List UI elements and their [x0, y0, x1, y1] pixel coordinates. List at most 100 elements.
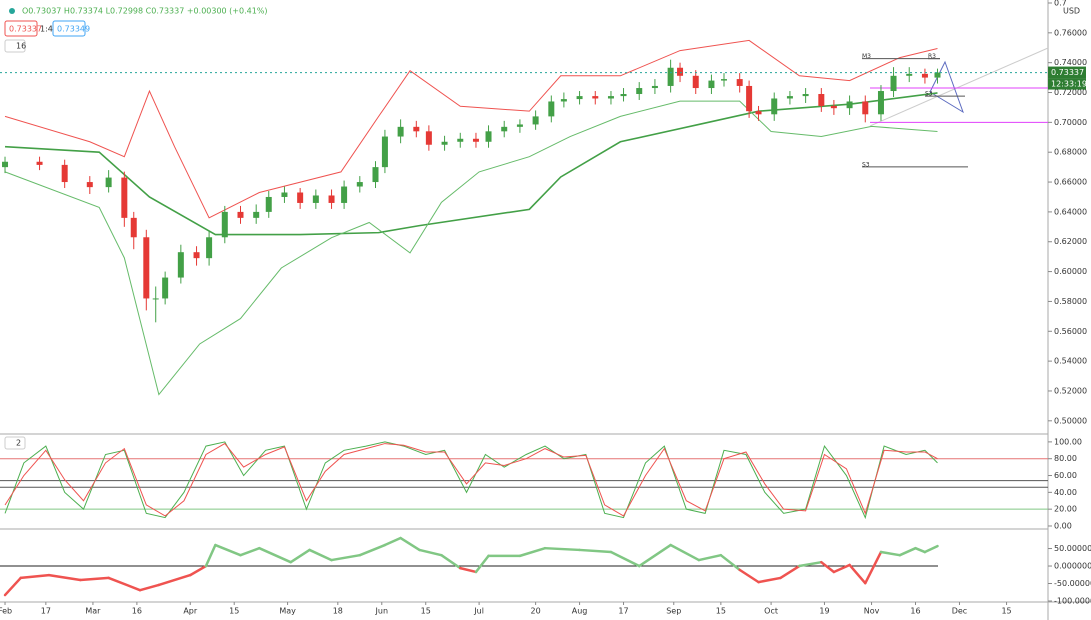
pivot-label: S3: [925, 91, 933, 98]
candle-body: [736, 79, 743, 86]
indicator-line: [4, 39, 938, 219]
ask-box[interactable]: [52, 20, 86, 37]
candle-body: [786, 96, 793, 99]
candle-body: [607, 96, 614, 99]
momentum-segment: [518, 546, 547, 558]
pivot-label: R3: [928, 53, 936, 60]
candle-body: [86, 182, 93, 188]
x-tick-label: 15: [1001, 607, 1011, 616]
countdown-label: 12:33:19: [1051, 80, 1087, 89]
candle-body: [802, 94, 809, 97]
x-tick-label: Apr: [183, 607, 198, 616]
momentum-segment: [637, 543, 672, 568]
ratio: 1:4: [40, 25, 53, 34]
momentum-segment: [138, 583, 161, 592]
candle-body: [297, 192, 304, 203]
candle-body: [193, 252, 200, 259]
momentum-segment: [308, 548, 333, 562]
candle-body: [36, 161, 43, 165]
momentum-segment: [107, 576, 142, 592]
candle-body: [667, 67, 674, 86]
x-tick-label: 16: [910, 607, 920, 616]
x-tick-label: 16: [132, 607, 142, 616]
candle-body: [121, 177, 128, 218]
y-tick-label: 0.58000: [1054, 297, 1087, 306]
y-tick-label: 0.62000: [1054, 237, 1087, 246]
momentum-segment: [3, 576, 22, 597]
candle-body: [152, 298, 159, 300]
oscillator-box[interactable]: [4, 436, 26, 450]
momentum-segment: [474, 554, 490, 574]
bid-box[interactable]: [4, 20, 38, 37]
momentum-segment: [440, 553, 462, 570]
candle-body: [61, 164, 68, 183]
momentum-segment: [738, 568, 760, 584]
candle-body: [501, 126, 508, 132]
momentum-segment: [418, 548, 443, 557]
indicator-line: [4, 92, 938, 236]
candle-body: [934, 72, 941, 78]
trend-line: [869, 47, 1049, 127]
x-tick-label: Jun: [375, 607, 389, 616]
y-tick-label: 0.7: [1054, 0, 1067, 7]
candle-body: [651, 85, 658, 89]
y-tick-label: 60.00: [1054, 471, 1077, 480]
candle-body: [162, 277, 169, 299]
momentum-segment: [383, 536, 402, 547]
momentum-segment: [214, 543, 242, 557]
oscillator-label: 2: [16, 439, 21, 448]
candle-body: [846, 101, 853, 109]
candle-body: [746, 85, 753, 112]
momentum-segment: [459, 566, 478, 574]
momentum-segment: [848, 563, 867, 585]
candle-body: [381, 136, 388, 168]
momentum-segment: [820, 560, 836, 574]
x-tick-label: Aug: [572, 607, 588, 616]
last-price-label: 0.73337: [1051, 68, 1084, 77]
y-tick-label: 0.60000: [1054, 267, 1087, 276]
momentum-segment: [578, 548, 613, 554]
momentum-segment: [258, 546, 292, 564]
candle-body: [130, 217, 137, 238]
momentum-segment: [914, 546, 927, 554]
y-tick-label: -100.000000: [1054, 597, 1091, 606]
candle-body: [560, 99, 567, 102]
candle-body: [413, 126, 420, 132]
candle-body: [356, 182, 363, 187]
candle-body: [397, 126, 404, 137]
candle-body: [636, 88, 643, 95]
momentum-segment: [543, 546, 581, 552]
x-tick-label: 18: [333, 607, 343, 616]
candle-body: [548, 101, 555, 117]
candle-body: [281, 192, 288, 197]
candle-body: [720, 79, 727, 81]
x-tick-label: 15: [229, 607, 239, 616]
indicator-line: [4, 442, 938, 517]
candle-body: [708, 80, 715, 89]
candle-body: [877, 91, 884, 115]
candle-body: [221, 211, 228, 238]
indicator-box[interactable]: [4, 39, 26, 53]
ask-price: 0.73349: [57, 25, 90, 34]
x-tick-label: 19: [819, 607, 829, 616]
x-tick-label: Mar: [85, 607, 101, 616]
candle-body: [328, 195, 335, 203]
momentum-segment: [719, 553, 741, 572]
x-tick-label: 17: [41, 607, 51, 616]
candle-body: [516, 124, 523, 127]
x-tick-label: Nov: [864, 607, 880, 616]
y-tick-label: -50.000000: [1054, 579, 1091, 588]
momentum-segment: [358, 543, 387, 557]
y-tick-label: 0.66000: [1054, 178, 1087, 187]
pivot-label: S3: [862, 161, 870, 168]
x-tick-label: Oct: [764, 607, 778, 616]
candle-body: [425, 131, 432, 145]
momentum-segment: [669, 543, 701, 562]
x-tick-label: 15: [716, 607, 726, 616]
x-tick-label: May: [279, 607, 296, 616]
momentum-segment: [779, 564, 801, 580]
candle-body: [206, 237, 213, 259]
momentum-segment: [239, 546, 261, 557]
x-tick-label: Feb: [0, 607, 12, 616]
